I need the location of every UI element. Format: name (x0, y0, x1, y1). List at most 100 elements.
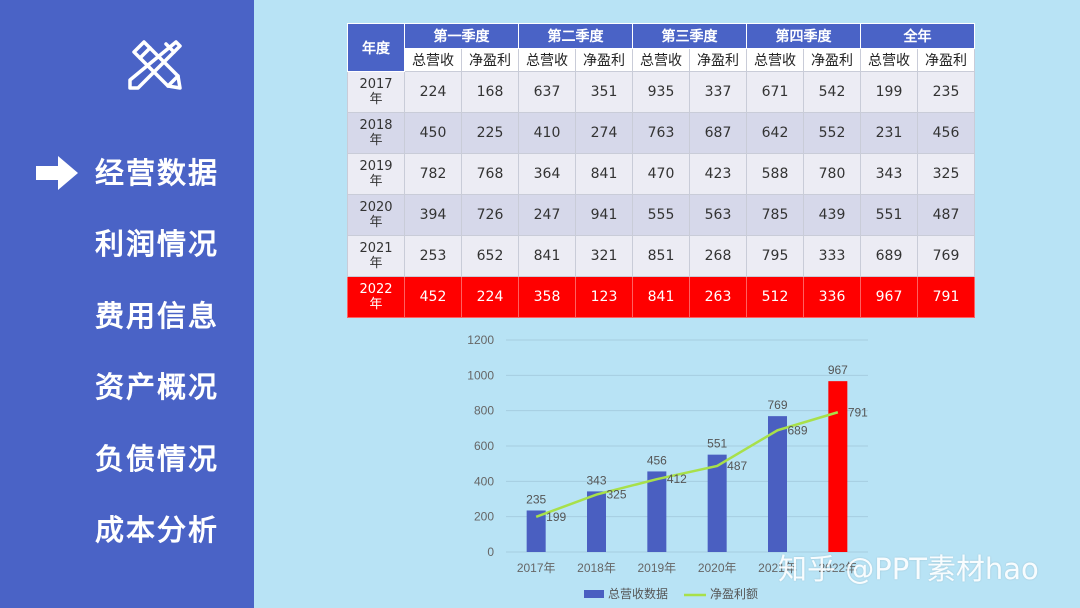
table-cell: 351 (575, 71, 633, 113)
data-table: 年度 第一季度 第二季度 第三季度 第四季度 全年 总营收 净盈利 总营收 净盈… (347, 23, 975, 318)
year-cell: 2019 年 (347, 153, 405, 195)
bar-data-label: 343 (586, 473, 606, 487)
table-cell: 841 (575, 153, 633, 195)
table-cell: 333 (803, 235, 861, 277)
sidebar-item-assets[interactable]: 资产概况 (95, 370, 220, 404)
y-tick-label: 1200 (467, 333, 494, 347)
table-cell: 439 (803, 194, 861, 236)
table-row: 2019 年 782 768 364 841 470 423 588 780 34… (347, 153, 975, 195)
legend-label: 总营收数据 (608, 586, 668, 601)
table-row: 2021 年 253 652 841 321 851 268 795 333 68… (347, 235, 975, 277)
table-cell: 542 (803, 71, 861, 113)
line-data-label: 487 (727, 459, 747, 473)
y-tick-label: 400 (474, 474, 494, 488)
table-cell: 588 (746, 153, 804, 195)
x-tick-label: 2017年 (517, 561, 556, 575)
table-cell: 785 (746, 194, 804, 236)
table-cell: 358 (518, 276, 576, 318)
sub-header: 总营收 (860, 48, 918, 72)
y-tick-label: 600 (474, 439, 494, 453)
table-cell: 642 (746, 112, 804, 154)
bar (647, 471, 667, 552)
x-tick-label: 2021年 (758, 561, 797, 575)
table-cell: 563 (689, 194, 747, 236)
sub-header: 总营收 (632, 48, 690, 72)
group-header: 第二季度 (518, 23, 633, 49)
group-header: 第三季度 (632, 23, 747, 49)
table-cell: 410 (518, 112, 576, 154)
table-cell: 470 (632, 153, 690, 195)
table-row-highlight: 2022 年 452 224 358 123 841 263 512 336 96… (347, 276, 975, 318)
group-header: 全年 (860, 23, 975, 49)
bar-data-label: 456 (647, 453, 667, 467)
y-tick-label: 1000 (467, 368, 494, 382)
table-cell: 652 (461, 235, 519, 277)
sidebar: 经营数据 利润情况 费用信息 资产概况 负债情况 成本分析 (0, 0, 254, 608)
table-cell: 782 (404, 153, 462, 195)
x-tick-label: 2019年 (637, 561, 676, 575)
year-cell: 2021 年 (347, 235, 405, 277)
table-cell: 512 (746, 276, 804, 318)
sidebar-item-expenses[interactable]: 费用信息 (95, 299, 220, 333)
bar-data-label: 967 (828, 363, 848, 377)
table-cell: 168 (461, 71, 519, 113)
year-cell: 2022 年 (347, 276, 405, 318)
bar-data-label: 235 (526, 492, 546, 506)
table-cell: 343 (860, 153, 918, 195)
table-cell: 364 (518, 153, 576, 195)
group-header: 第四季度 (746, 23, 861, 49)
table-cell: 769 (917, 235, 975, 277)
table-cell: 689 (860, 235, 918, 277)
y-tick-label: 800 (474, 404, 494, 418)
sub-header: 总营收 (746, 48, 804, 72)
sub-header: 总营收 (404, 48, 462, 72)
table-cell: 795 (746, 235, 804, 277)
table-cell: 247 (518, 194, 576, 236)
table-cell: 199 (860, 71, 918, 113)
sub-header: 净盈利 (917, 48, 975, 72)
sidebar-item-profit[interactable]: 利润情况 (95, 227, 220, 261)
table-cell: 268 (689, 235, 747, 277)
table-cell: 763 (632, 112, 690, 154)
table-cell: 123 (575, 276, 633, 318)
sub-header: 净盈利 (689, 48, 747, 72)
legend-label: 净盈利额 (710, 587, 758, 601)
year-cell: 2017 年 (347, 71, 405, 113)
table-cell: 325 (917, 153, 975, 195)
table-cell: 452 (404, 276, 462, 318)
revenue-profit-chart: 0 200 400 600 800 1000 1200 235 343 456 551 769 967 1… (467, 333, 868, 601)
year-header: 年度 (347, 23, 405, 72)
y-tick-label: 0 (487, 545, 494, 559)
bar-data-label: 551 (707, 437, 727, 451)
bar (587, 491, 606, 552)
year-cell: 2020 年 (347, 194, 405, 236)
line-data-label: 325 (607, 488, 627, 502)
table-cell: 321 (575, 235, 633, 277)
table-cell: 253 (404, 235, 462, 277)
x-tick-label: 2018年 (577, 561, 616, 575)
table-cell: 423 (689, 153, 747, 195)
watermark: 知乎 @PPT素材hao (778, 552, 1039, 586)
table-cell: 671 (746, 71, 804, 113)
sidebar-item-cost-analysis[interactable]: 成本分析 (95, 513, 220, 547)
table-cell: 551 (860, 194, 918, 236)
table-cell: 768 (461, 153, 519, 195)
table-cell: 263 (689, 276, 747, 318)
table-cell: 225 (461, 112, 519, 154)
sidebar-item-liabilities[interactable]: 负债情况 (95, 442, 220, 476)
table-cell: 224 (461, 276, 519, 318)
sidebar-item-operations[interactable]: 经营数据 (95, 156, 220, 190)
table-cell: 637 (518, 71, 576, 113)
table-cell: 337 (689, 71, 747, 113)
table-cell: 552 (803, 112, 861, 154)
table-cell: 851 (632, 235, 690, 277)
table-cell: 726 (461, 194, 519, 236)
table-row: 2018 年 450 225 410 274 763 687 642 552 23… (347, 112, 975, 154)
y-tick-label: 200 (474, 510, 494, 524)
bar (768, 416, 787, 552)
table-cell: 555 (632, 194, 690, 236)
line-data-label: 689 (788, 423, 808, 437)
line-data-label: 412 (667, 472, 687, 486)
sub-header: 总营收 (518, 48, 576, 72)
table-cell: 487 (917, 194, 975, 236)
